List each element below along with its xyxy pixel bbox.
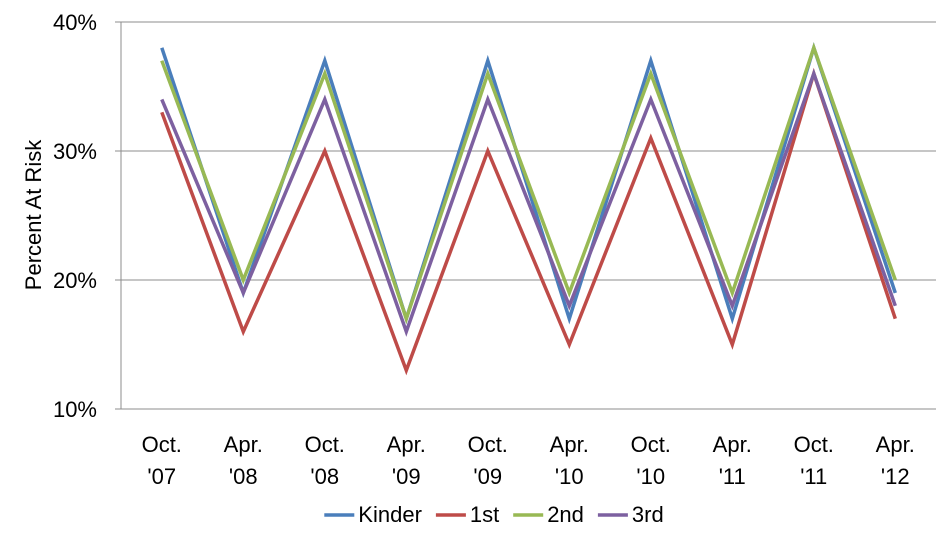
x-tick-label-3: Apr. '09	[387, 432, 426, 489]
x-tick-label-0: Oct. '07	[142, 432, 182, 489]
legend-item-kinder: Kinder	[324, 502, 422, 527]
axes	[115, 21, 936, 410]
legend-item-1st: 1st	[435, 502, 499, 527]
y-tick-labels: 10% 20% 30% 40%	[53, 10, 97, 422]
series-line-2nd	[160, 42, 897, 325]
gridlines	[121, 21, 936, 281]
x-tick-label-5: Apr. '10	[550, 432, 589, 489]
legend-item-2nd: 2nd	[513, 502, 584, 527]
y-tick-label-3: 40%	[53, 10, 97, 35]
y-tick-label-0: 10%	[53, 397, 97, 422]
x-tick-label-9: Apr. '12	[876, 432, 915, 489]
x-tick-label-7: Apr. '11	[713, 432, 752, 489]
legend: Kinder 1st 2nd 3rd	[324, 502, 664, 527]
x-tick-label-4: Oct. '09	[468, 432, 508, 489]
series-lines	[160, 42, 897, 376]
x-tick-labels: Oct. '07 Apr. '08 Oct. '08 Apr. '09 Oct. '09 Apr. '…	[142, 432, 915, 489]
y-axis-title: Percent At Risk	[21, 139, 46, 290]
legend-label-3rd: 3rd	[632, 502, 664, 527]
x-tick-label-6: Oct. '10	[631, 432, 671, 489]
x-tick-label-8: Oct. '11	[794, 432, 834, 489]
y-tick-label-2: 30%	[53, 139, 97, 164]
legend-label-2nd: 2nd	[547, 502, 584, 527]
series-line-1st	[160, 67, 897, 376]
series-line-3rd	[160, 68, 897, 337]
legend-item-3rd: 3rd	[597, 502, 664, 527]
legend-label-1st: 1st	[470, 502, 499, 527]
x-tick-label-2: Oct. '08	[305, 432, 345, 489]
x-tick-label-1: Apr. '08	[224, 432, 263, 489]
legend-label-kinder: Kinder	[358, 502, 422, 527]
y-tick-label-1: 20%	[53, 268, 97, 293]
